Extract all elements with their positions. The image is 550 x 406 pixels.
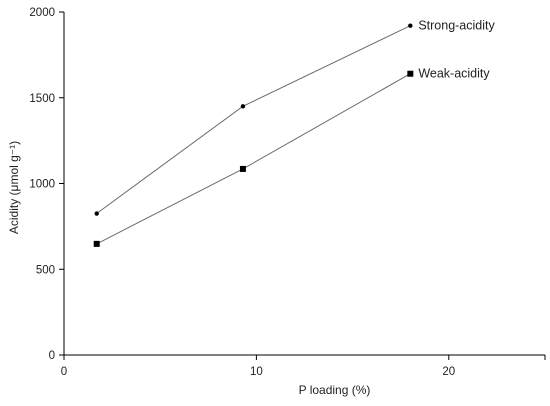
series-label: Weak-acidity <box>418 67 490 81</box>
y-tick-label: 2000 <box>29 7 55 19</box>
y-tick-label: 500 <box>36 264 55 276</box>
data-point-square <box>407 70 414 77</box>
series-line <box>96 73 411 245</box>
ticks-layer: 0 500 1000 1500 2000 0 10 20 <box>29 7 546 378</box>
x-tick-label: 10 <box>250 366 263 378</box>
series-labels-layer: Strong-acidity Weak-acidity <box>418 19 495 81</box>
data-point-square <box>93 240 100 247</box>
y-tick-label: 1500 <box>29 93 55 105</box>
x-tick-label: 20 <box>442 366 455 378</box>
series-label: Strong-acidity <box>418 19 495 33</box>
y-tick-label: 0 <box>49 350 55 362</box>
series-line <box>96 25 411 214</box>
data-point-circle <box>240 104 246 109</box>
x-tick-label: 0 <box>61 366 67 378</box>
y-tick-label: 1000 <box>29 179 55 191</box>
x-axis-label: P loading (%) <box>299 383 371 397</box>
axes-layer <box>63 12 545 356</box>
data-point-square <box>239 165 246 172</box>
y-axis-label: Acidity (μmol g⁻¹) <box>7 141 21 234</box>
data-point-circle <box>94 211 99 216</box>
series-layer <box>93 23 414 247</box>
data-point-circle <box>408 23 413 28</box>
